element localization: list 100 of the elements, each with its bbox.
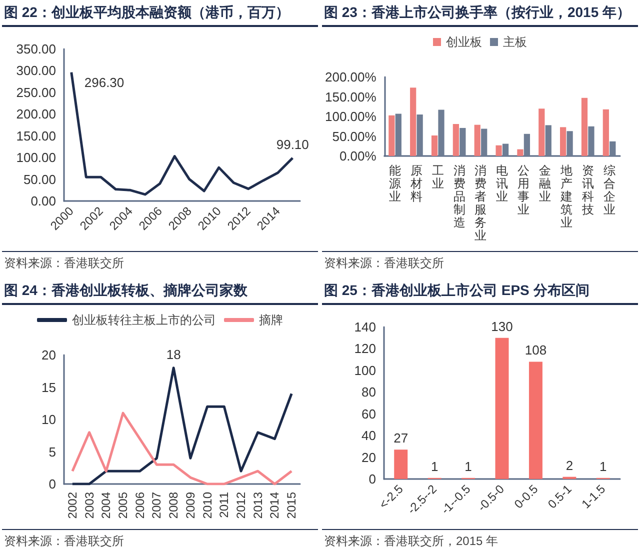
y-tick-label: 200.00 [16, 106, 56, 122]
bar [460, 128, 466, 156]
x-tick-label: 电讯业 [496, 164, 508, 204]
legend-label: 创业板 [446, 35, 482, 49]
bar [602, 109, 609, 156]
x-tick-label: 资讯科技 [580, 164, 594, 216]
bar [528, 361, 542, 478]
x-tick-label: 金融业 [539, 164, 552, 204]
bar [517, 149, 524, 156]
x-tick-label: 2015 [284, 491, 299, 518]
y-tick-label: 20 [42, 347, 56, 362]
x-tick-label: 2003 [82, 491, 96, 518]
data-label: 130 [491, 318, 513, 334]
chart-title: 图 25：香港创业板上市公司 EPS 分布区间 [322, 278, 638, 304]
x-tick-label: 2005 [116, 491, 130, 518]
data-label: 1 [430, 458, 438, 474]
bar [581, 98, 588, 156]
x-tick-label: 2014 [268, 491, 282, 518]
y-tick-label: 200.00% [324, 70, 377, 84]
bar [545, 125, 552, 156]
data-label: 27 [394, 430, 408, 446]
bar [395, 114, 402, 156]
bar [452, 124, 460, 156]
bar [481, 128, 488, 156]
x-tick-label: 原材料 [409, 164, 422, 204]
chart-title: 图 23：香港上市公司换手率（按行业，2015 年） [322, 0, 638, 27]
x-tick-label: 2010 [200, 491, 214, 518]
bar [538, 108, 545, 156]
x-tick-label: 2012 [234, 491, 248, 518]
y-tick-label: 50.00% [332, 128, 377, 144]
y-tick-label: 80 [362, 384, 376, 400]
y-tick-label: 0 [48, 476, 56, 491]
bar [495, 337, 509, 478]
bar [394, 449, 408, 478]
data-label: 99.10 [276, 136, 309, 152]
legend-label: 摘牌 [259, 312, 283, 326]
x-tick-label: 综合企业 [603, 164, 616, 216]
y-tick-label: 120 [354, 340, 376, 356]
y-tick-label: 100 [354, 362, 376, 378]
y-tick-label: 60 [362, 406, 376, 421]
y-tick-label: 10 [42, 412, 56, 426]
text: 资料来源：香港联交所 [4, 532, 125, 550]
y-tick-label: 40 [362, 428, 376, 443]
x-tick-label: 2013 [250, 491, 265, 518]
x-tick-label: 2004 [99, 491, 114, 518]
x-tick-label: 2002 [65, 491, 80, 518]
bar [502, 144, 509, 156]
x-tick-label: 公用事业 [518, 164, 530, 216]
text: 资料来源：香港联交所，2015 年 [324, 532, 500, 550]
line-series [71, 411, 293, 485]
data-label: 296.30 [84, 74, 124, 90]
x-tick-label: 能源业 [389, 164, 402, 204]
data-label: 1 [464, 458, 472, 474]
data-label: 1 [600, 458, 607, 474]
x-tick-label: 消费者服务业 [474, 164, 487, 242]
text: 资料来源：香港联交所 [4, 255, 125, 272]
bar [410, 88, 416, 156]
bar [474, 124, 480, 156]
bar [524, 134, 530, 156]
y-tick-label: 0.00% [339, 148, 377, 164]
x-tick-label: 2008 [166, 491, 181, 518]
chart-title: 图 24：香港创业板转板、摘牌公司家数 [2, 278, 318, 304]
x-tick-label: 地产建筑业 [559, 164, 572, 230]
y-tick-label: 0 [368, 471, 376, 486]
legend-label: 主板 [503, 35, 527, 49]
bar [438, 110, 444, 156]
x-tick-label: 2011 [217, 491, 232, 518]
bar [416, 114, 423, 156]
y-tick-label: 20 [362, 449, 376, 464]
data-label: 2 [566, 457, 574, 472]
x-tick-label: 2007 [150, 491, 164, 518]
bar [496, 145, 502, 156]
x-tick-label: 2009 [183, 491, 198, 518]
y-tick-label: 100.00 [16, 150, 56, 166]
x-tick-label: 消费品制造 [453, 164, 466, 230]
legend-label: 创业板转往主板上市的公司 [72, 312, 216, 326]
bar [560, 127, 566, 156]
text: 资料来源：香港联交所 [324, 255, 445, 272]
x-tick-label: 2006 [132, 491, 147, 518]
x-tick-label: 工业 [432, 164, 444, 190]
y-tick-label: 140 [354, 319, 376, 334]
y-tick-label: 150.00 [16, 128, 56, 144]
bar [588, 126, 594, 156]
y-tick-label: 0.00 [30, 194, 56, 208]
bar [388, 115, 395, 156]
data-label: 18 [166, 346, 181, 362]
line-series [71, 366, 293, 485]
y-tick-label: 350.00 [16, 42, 56, 56]
y-tick-label: 50.00 [23, 172, 56, 187]
y-tick-label: 300.00 [16, 63, 56, 78]
data-label: 108 [524, 342, 547, 358]
bar [610, 141, 616, 156]
y-tick-label: 250.00 [16, 84, 56, 100]
y-tick-label: 15 [42, 379, 56, 394]
y-tick-label: 100.00% [324, 109, 377, 124]
chart-title: 图 22：创业板平均股本融资额（港币，百万） [2, 0, 318, 27]
bar [431, 135, 438, 156]
y-tick-label: 150.00% [324, 89, 377, 104]
bar [566, 131, 573, 156]
y-tick-label: 5 [48, 444, 56, 459]
